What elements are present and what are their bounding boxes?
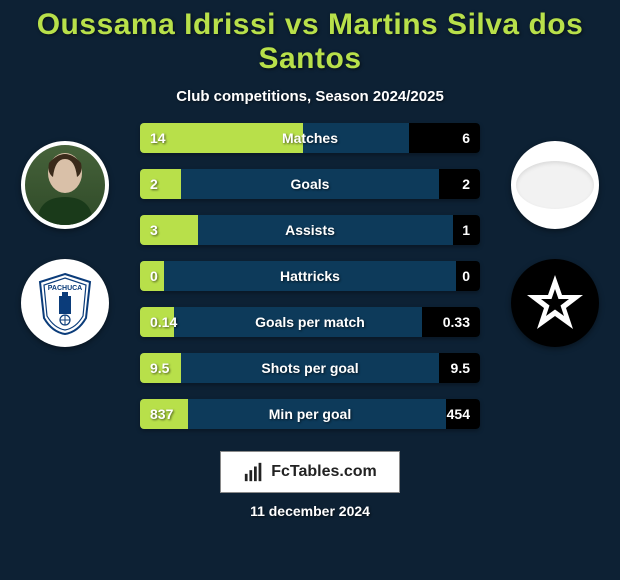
bar-chart-icon	[243, 461, 265, 483]
stat-label: Shots per goal	[261, 360, 358, 376]
stat-label: Matches	[282, 130, 338, 146]
stat-row: 2 2 Goals	[140, 169, 480, 199]
stat-row: 14 6 Matches	[140, 123, 480, 153]
stat-row: 3 1 Assists	[140, 215, 480, 245]
stat-label: Assists	[285, 222, 335, 238]
club-left-logo: PACHUCA	[21, 259, 109, 347]
date-text: 11 december 2024	[10, 503, 610, 519]
subtitle: Club competitions, Season 2024/2025	[10, 88, 610, 105]
club-right-logo	[511, 259, 599, 347]
botafogo-icon	[515, 263, 595, 343]
player-left-avatar	[21, 141, 109, 229]
stat-value-left: 3	[150, 222, 158, 238]
page-title: Oussama Idrissi vs Martins Silva dos San…	[10, 8, 610, 76]
pachuca-icon: PACHUCA	[30, 268, 100, 338]
stat-value-right: 6	[462, 130, 470, 146]
stat-value-right: 9.5	[451, 360, 470, 376]
stat-fill-right	[439, 169, 480, 199]
stat-label: Min per goal	[269, 406, 351, 422]
stat-fill-left	[140, 169, 181, 199]
content-area: PACHUCA 14 6 Matches 2 2 Goals 3 1 Assists 0 0 Hatt…	[10, 123, 610, 445]
stat-value-right: 0	[462, 268, 470, 284]
stat-row: 0.14 0.33 Goals per match	[140, 307, 480, 337]
player-left-silhouette-icon	[25, 145, 105, 225]
stat-fill-left	[140, 215, 198, 245]
stat-value-left: 0.14	[150, 314, 177, 330]
stat-value-right: 2	[462, 176, 470, 192]
stat-value-left: 0	[150, 268, 158, 284]
stat-label: Goals per match	[255, 314, 365, 330]
stat-label: Hattricks	[280, 268, 340, 284]
stat-value-right: 1	[462, 222, 470, 238]
footer-brand-text: FcTables.com	[271, 463, 377, 481]
stat-value-left: 2	[150, 176, 158, 192]
stat-label: Goals	[291, 176, 330, 192]
comparison-card: Oussama Idrissi vs Martins Silva dos San…	[0, 0, 620, 580]
stat-value-left: 837	[150, 406, 173, 422]
left-column: PACHUCA	[10, 123, 120, 347]
stats-column: 14 6 Matches 2 2 Goals 3 1 Assists 0 0 Hattricks 0.1…	[120, 123, 500, 445]
stat-value-left: 14	[150, 130, 166, 146]
stat-row: 9.5 9.5 Shots per goal	[140, 353, 480, 383]
player-right-avatar	[511, 141, 599, 229]
svg-text:PACHUCA: PACHUCA	[48, 285, 82, 292]
footer-brand-badge: FcTables.com	[220, 451, 400, 493]
stat-value-left: 9.5	[150, 360, 169, 376]
stat-value-right: 0.33	[443, 314, 470, 330]
right-column	[500, 123, 610, 347]
stat-row: 837 454 Min per goal	[140, 399, 480, 429]
stat-row: 0 0 Hattricks	[140, 261, 480, 291]
stat-value-right: 454	[447, 406, 470, 422]
